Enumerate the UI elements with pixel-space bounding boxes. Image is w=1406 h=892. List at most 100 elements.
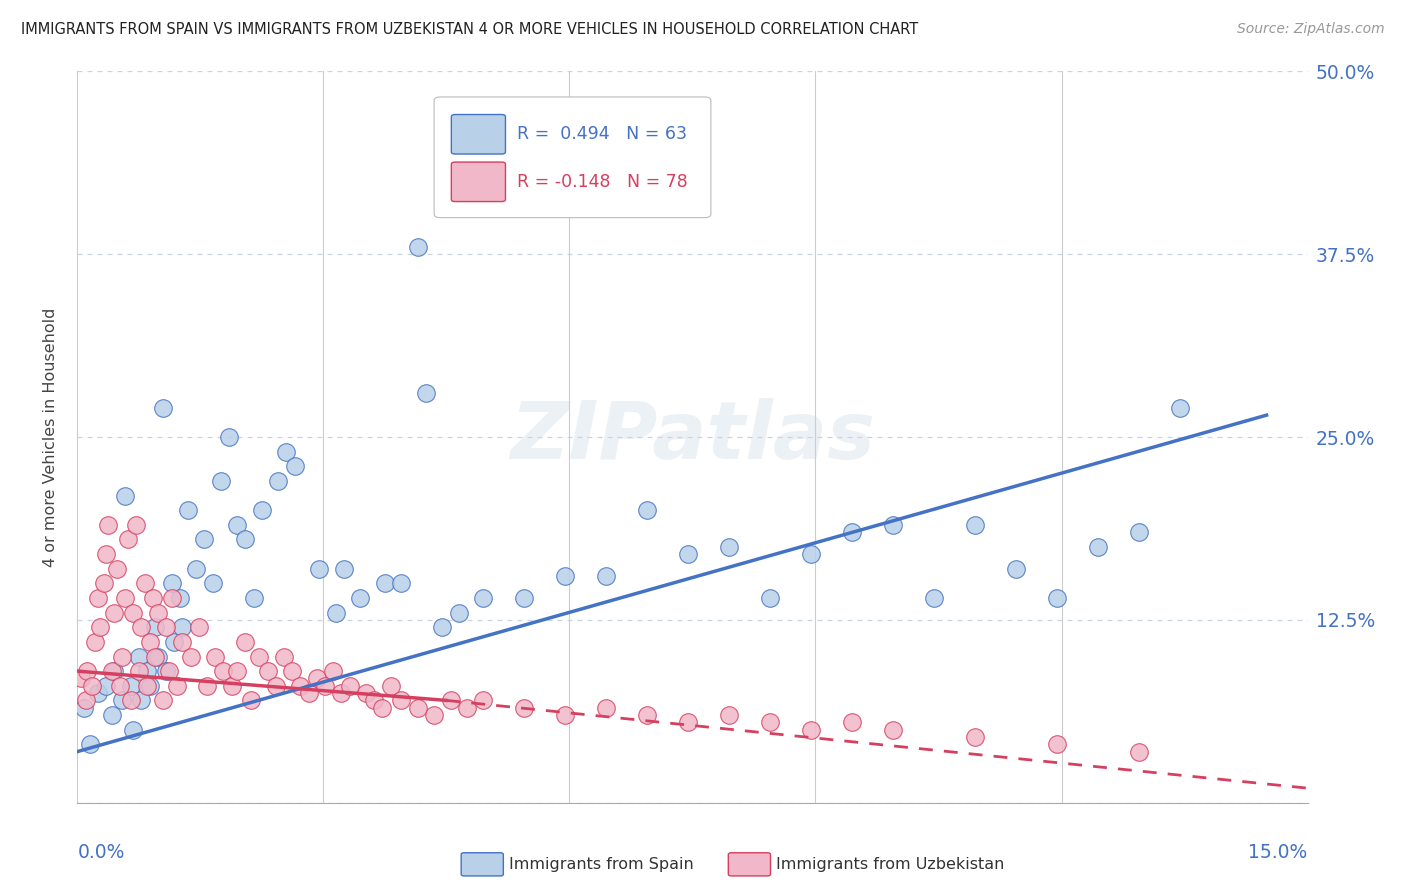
Point [354, 686, 377, 700]
Point [152, 401, 174, 415]
Point [882, 517, 904, 532]
Text: ZIPatlas: ZIPatlas [510, 398, 875, 476]
Point [273, 649, 295, 664]
Point [169, 591, 191, 605]
Point [166, 679, 188, 693]
Point [111, 649, 134, 664]
Point [73, 700, 96, 714]
Point [226, 517, 249, 532]
Point [281, 664, 304, 678]
Point [94, 679, 117, 693]
Point [349, 591, 371, 605]
Point [800, 723, 823, 737]
Point [759, 591, 782, 605]
Text: R =  0.494   N = 63: R = 0.494 N = 63 [516, 125, 686, 144]
Point [138, 679, 160, 693]
Point [800, 547, 823, 561]
Point [101, 708, 124, 723]
Point [841, 525, 863, 540]
Point [226, 664, 249, 678]
Point [447, 606, 470, 620]
Text: IMMIGRANTS FROM SPAIN VS IMMIGRANTS FROM UZBEKISTAN 4 OR MORE VEHICLES IN HOUSEH: IMMIGRANTS FROM SPAIN VS IMMIGRANTS FROM… [21, 22, 918, 37]
Point [371, 700, 394, 714]
Point [240, 693, 263, 707]
Point [75, 693, 97, 707]
Point [82, 679, 104, 693]
Point [308, 562, 330, 576]
Point [472, 591, 495, 605]
Point [290, 679, 312, 693]
Point [120, 679, 142, 693]
Point [122, 606, 145, 620]
Point [103, 664, 125, 678]
Point [152, 693, 174, 707]
Point [554, 569, 576, 583]
Point [1128, 525, 1150, 540]
Point [212, 664, 235, 678]
Point [235, 533, 257, 547]
Text: Immigrants from Spain: Immigrants from Spain [509, 857, 693, 871]
Point [363, 693, 385, 707]
Point [513, 700, 536, 714]
Point [146, 649, 169, 664]
Point [131, 693, 153, 707]
Point [380, 679, 402, 693]
Point [136, 679, 159, 693]
Point [157, 664, 180, 678]
Text: Source: ZipAtlas.com: Source: ZipAtlas.com [1237, 22, 1385, 37]
Point [143, 620, 166, 634]
Point [472, 693, 495, 707]
Point [389, 693, 412, 707]
Text: 0.0%: 0.0% [77, 843, 125, 862]
Point [160, 576, 183, 591]
Point [114, 591, 136, 605]
Point [267, 474, 290, 488]
Point [305, 672, 328, 686]
Point [172, 620, 194, 634]
Text: 15.0%: 15.0% [1249, 843, 1308, 862]
Point [177, 503, 200, 517]
Point [103, 606, 125, 620]
Point [76, 664, 98, 678]
Point [325, 606, 347, 620]
Point [122, 723, 145, 737]
Point [965, 730, 987, 744]
Point [415, 386, 437, 401]
Text: R = -0.148   N = 78: R = -0.148 N = 78 [516, 173, 688, 191]
FancyBboxPatch shape [451, 162, 506, 202]
Point [678, 715, 700, 730]
Point [142, 591, 165, 605]
Point [432, 620, 454, 634]
Point [249, 649, 271, 664]
Point [406, 700, 429, 714]
Point [209, 474, 232, 488]
Point [242, 591, 264, 605]
Point [84, 635, 107, 649]
Point [143, 649, 166, 664]
Point [131, 620, 153, 634]
Point [636, 503, 658, 517]
Point [108, 679, 131, 693]
Point [89, 620, 111, 634]
Point [163, 635, 186, 649]
Point [965, 517, 987, 532]
Point [195, 679, 218, 693]
Point [1128, 745, 1150, 759]
Point [160, 591, 183, 605]
Point [389, 576, 412, 591]
Text: Immigrants from Uzbekistan: Immigrants from Uzbekistan [776, 857, 1004, 871]
Point [120, 693, 142, 707]
Point [186, 562, 208, 576]
Point [456, 700, 478, 714]
Point [924, 591, 946, 605]
Point [235, 635, 257, 649]
Point [759, 715, 782, 730]
Point [180, 649, 202, 664]
Point [1005, 562, 1028, 576]
Point [1170, 401, 1192, 415]
Point [554, 708, 576, 723]
Point [339, 679, 361, 693]
Point [276, 444, 298, 458]
Point [718, 540, 741, 554]
Point [1046, 591, 1069, 605]
